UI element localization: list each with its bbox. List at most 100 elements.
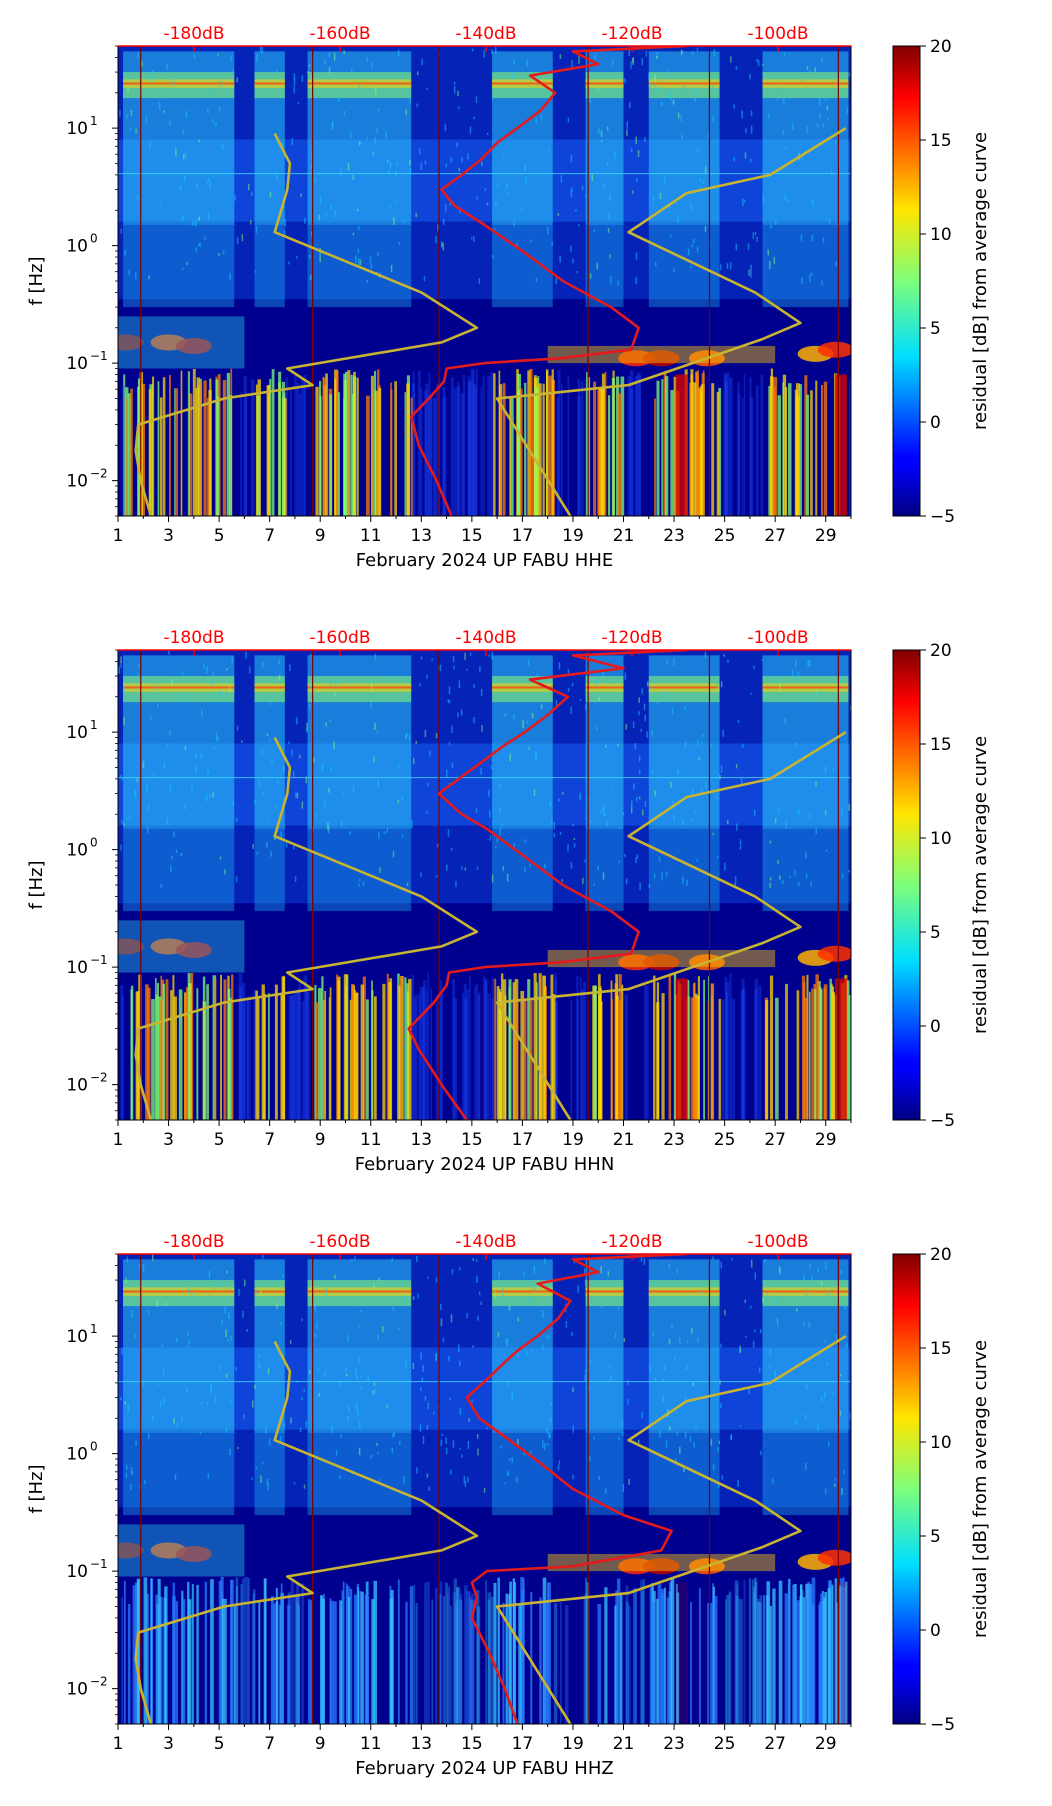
x-tick-label: 13 xyxy=(410,1130,432,1150)
x-tick-label: 1 xyxy=(113,526,124,546)
x-tick-label: 19 xyxy=(562,1130,584,1150)
x-tick-label: 23 xyxy=(663,526,685,546)
y-tick-label: 10 xyxy=(66,1076,88,1096)
y-tick-exponent: −2 xyxy=(90,467,108,481)
db-tick-label: -140dB xyxy=(455,1232,516,1252)
colorbar: 20 15 10 5 0 −5 residual [dB] from average cur… xyxy=(892,641,991,1131)
spectrogram-image xyxy=(118,650,851,1120)
colorbar-tick-label: −5 xyxy=(930,507,955,527)
x-tick-label: 23 xyxy=(663,1130,685,1150)
noise-model-curve xyxy=(495,730,847,1120)
db-tick-label: -100dB xyxy=(747,628,808,648)
db-tick-label: -100dB xyxy=(747,1232,808,1252)
colorbar-tick-label: −5 xyxy=(930,1715,955,1735)
x-tick-label: 29 xyxy=(815,1734,837,1754)
y-tick-exponent: −2 xyxy=(90,1071,108,1085)
colorbar-label: residual [dB] from average curve xyxy=(970,736,991,1034)
x-tick-label: 19 xyxy=(562,526,584,546)
y-tick-exponent: 0 xyxy=(90,836,98,850)
x-tick-label: 15 xyxy=(461,1734,483,1754)
x-tick-label: 11 xyxy=(360,1734,382,1754)
db-tick-label: -180dB xyxy=(163,628,224,648)
x-tick-label: 27 xyxy=(764,1734,786,1754)
x-tick-label: 19 xyxy=(562,1734,584,1754)
colorbar: 20 15 10 5 0 −5 residual [dB] from average cur… xyxy=(892,37,991,527)
db-tick-label: -120dB xyxy=(601,628,662,648)
colorbar-tick-label: −5 xyxy=(930,1111,955,1131)
x-tick-label: 15 xyxy=(461,1130,483,1150)
mean-psd-curve xyxy=(465,1254,687,1724)
x-tick-label: 3 xyxy=(163,1130,174,1150)
y-tick-exponent: 1 xyxy=(90,1322,98,1336)
y-tick-label: 10 xyxy=(66,1562,88,1582)
db-tick-label: -160dB xyxy=(309,628,370,648)
colorbar-tick-label: 10 xyxy=(930,1433,952,1453)
db-tick-label: -160dB xyxy=(309,1232,370,1252)
db-tick-label: -100dB xyxy=(747,24,808,44)
x-tick-label: 25 xyxy=(714,1734,736,1754)
x-tick-label: 7 xyxy=(264,1130,275,1150)
colorbar-tick-label: 20 xyxy=(930,1245,952,1265)
colorbar-tick-label: 0 xyxy=(930,1621,941,1641)
y-tick-exponent: −2 xyxy=(90,1675,108,1689)
x-tick-label: 25 xyxy=(714,1130,736,1150)
y-tick-label: 10 xyxy=(66,841,88,861)
colorbar-tick-label: 0 xyxy=(930,1017,941,1037)
x-axis-label: February 2024 UP FABU HHN xyxy=(355,1154,615,1175)
x-tick-label: 21 xyxy=(613,1734,635,1754)
x-tick-label: 29 xyxy=(815,1130,837,1150)
colorbar-tick-label: 0 xyxy=(930,413,941,433)
x-tick-label: 9 xyxy=(315,1130,326,1150)
colorbar-tick-label: 15 xyxy=(930,735,952,755)
y-tick-exponent: −1 xyxy=(90,953,108,967)
x-tick-label: 1 xyxy=(113,1734,124,1754)
x-tick-label: 13 xyxy=(410,1734,432,1754)
x-tick-label: 13 xyxy=(410,526,432,546)
x-tick-label: 3 xyxy=(163,526,174,546)
x-tick-label: 7 xyxy=(264,1734,275,1754)
y-tick-label: 10 xyxy=(66,472,88,492)
spectrogram-image xyxy=(118,1254,851,1724)
colorbar-tick-label: 5 xyxy=(930,1527,941,1547)
x-tick-label: 29 xyxy=(815,526,837,546)
y-tick-label: 10 xyxy=(66,237,88,257)
x-tick-label: 7 xyxy=(264,526,275,546)
y-axis-label: f [Hz] xyxy=(26,1464,47,1513)
db-tick-label: -140dB xyxy=(455,24,516,44)
colorbar-tick-label: 10 xyxy=(930,225,952,245)
colorbar: 20 15 10 5 0 −5 residual [dB] from average cur… xyxy=(892,1245,991,1735)
y-tick-exponent: 0 xyxy=(90,1440,98,1454)
y-tick-label: 10 xyxy=(66,1445,88,1465)
db-tick-label: -120dB xyxy=(601,1232,662,1252)
y-tick-label: 10 xyxy=(66,354,88,374)
y-tick-exponent: 1 xyxy=(90,114,98,128)
x-tick-label: 9 xyxy=(315,526,326,546)
noise-model-curve xyxy=(134,1340,479,1724)
y-tick-label: 10 xyxy=(66,958,88,978)
colorbar-tick-label: 20 xyxy=(930,37,952,57)
db-tick-label: -140dB xyxy=(455,628,516,648)
colorbar-tick-label: 10 xyxy=(930,829,952,849)
y-tick-exponent: 0 xyxy=(90,232,98,246)
x-tick-label: 9 xyxy=(315,1734,326,1754)
x-tick-label: 15 xyxy=(461,526,483,546)
y-axis-label: f [Hz] xyxy=(26,860,47,909)
db-tick-label: -120dB xyxy=(601,24,662,44)
y-tick-label: 10 xyxy=(66,1680,88,1700)
y-axis-label: f [Hz] xyxy=(26,256,47,305)
x-tick-label: 11 xyxy=(360,1130,382,1150)
x-tick-label: 5 xyxy=(214,1734,225,1754)
x-tick-label: 5 xyxy=(214,526,225,546)
x-axis-label: February 2024 UP FABU HHE xyxy=(356,550,613,571)
colorbar-tick-label: 15 xyxy=(930,1339,952,1359)
db-tick-label: -180dB xyxy=(163,1232,224,1252)
db-tick-label: -160dB xyxy=(309,24,370,44)
colorbar-tick-label: 20 xyxy=(930,641,952,661)
y-tick-label: 10 xyxy=(66,119,88,139)
x-axis-label: February 2024 UP FABU HHZ xyxy=(355,1758,613,1779)
colorbar-label: residual [dB] from average curve xyxy=(970,1340,991,1638)
x-tick-label: 21 xyxy=(613,526,635,546)
